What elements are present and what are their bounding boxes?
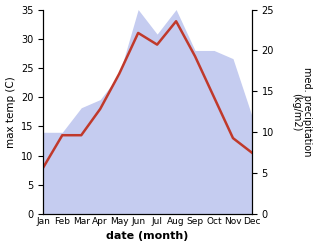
Y-axis label: med. precipitation
(kg/m2): med. precipitation (kg/m2) — [291, 67, 313, 157]
X-axis label: date (month): date (month) — [107, 231, 189, 242]
Y-axis label: max temp (C): max temp (C) — [5, 76, 16, 148]
